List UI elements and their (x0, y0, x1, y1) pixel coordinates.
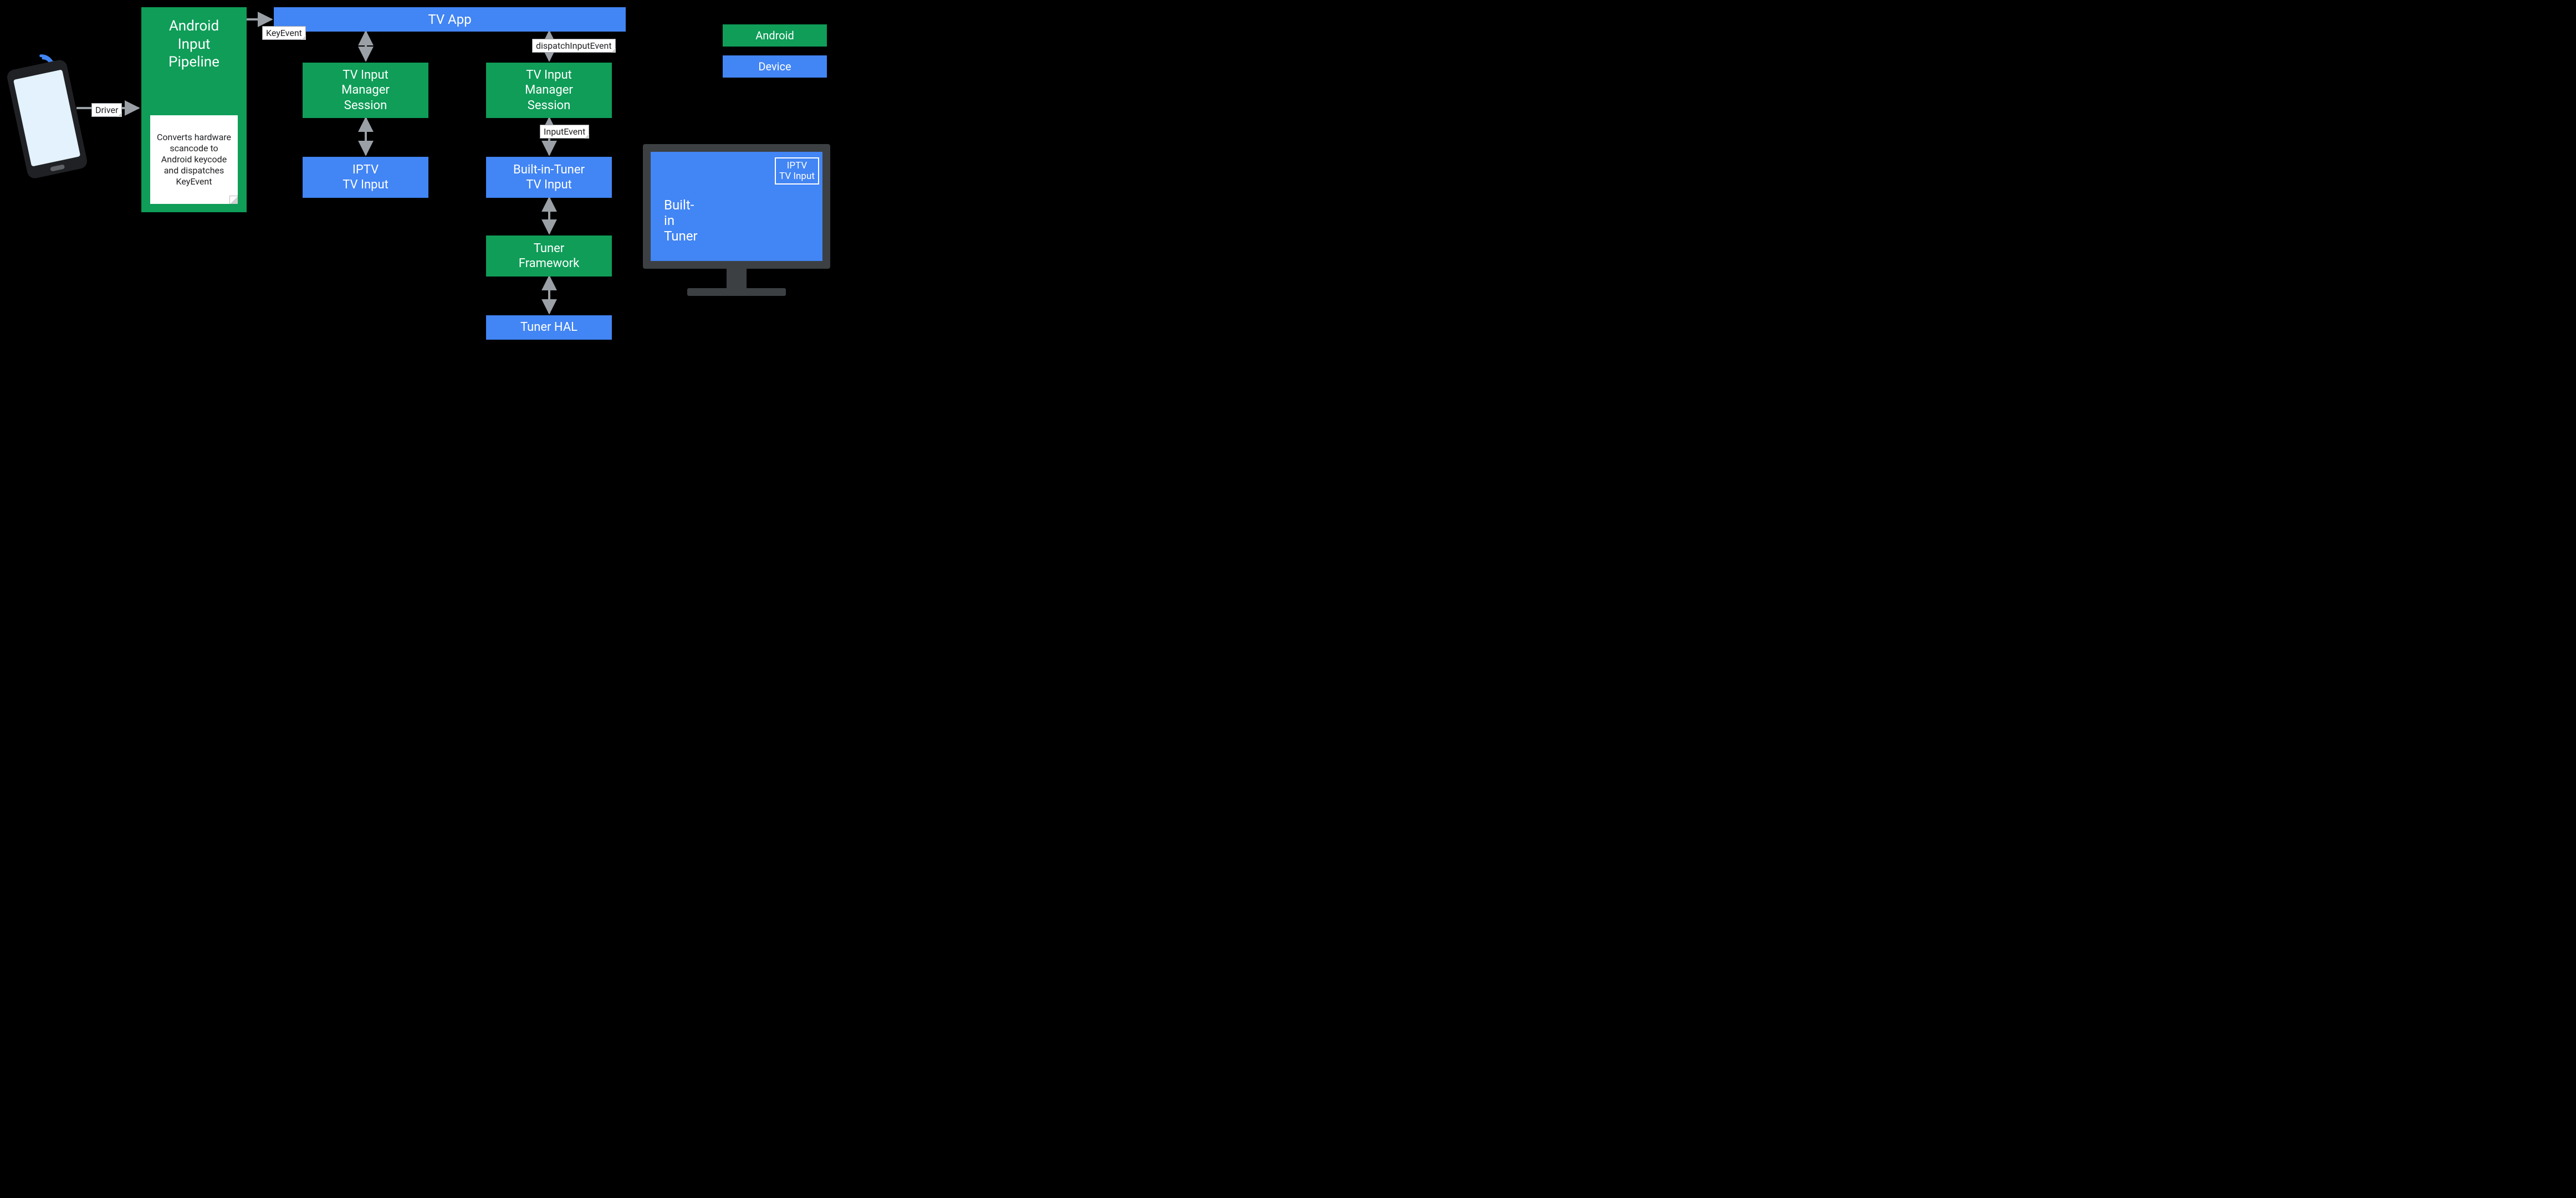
node-tuner-hal: Tuner HAL (486, 315, 612, 340)
monitor-inset-label: IPTVTV Input (775, 157, 819, 185)
monitor-title: Built-in Tuner (664, 197, 698, 244)
edge-label-keyevent: KeyEvent (262, 26, 306, 40)
legend-android: Android (723, 24, 827, 47)
node-builtin-tuner-tv-input: Built-in-TunerTV Input (486, 157, 612, 198)
node-title: AndroidInputPipeline (168, 17, 219, 71)
pipeline-note: Converts hardware scancode to Android ke… (150, 115, 238, 204)
node-tuner-framework: TunerFramework (486, 235, 612, 277)
phone-icon (6, 59, 88, 180)
node-tim-session-right: TV InputManagerSession (486, 63, 612, 118)
node-iptv-tv-input: IPTVTV Input (303, 157, 428, 198)
edge-label-inputevent: InputEvent (540, 125, 589, 139)
legend-device: Device (723, 55, 827, 78)
edge-label-dispatchinputevent: dispatchInputEvent (532, 39, 616, 53)
node-tim-session-left: TV InputManagerSession (303, 63, 428, 118)
edge-label-driver: Driver (91, 103, 122, 117)
node-tv-app: TV App (274, 7, 626, 32)
